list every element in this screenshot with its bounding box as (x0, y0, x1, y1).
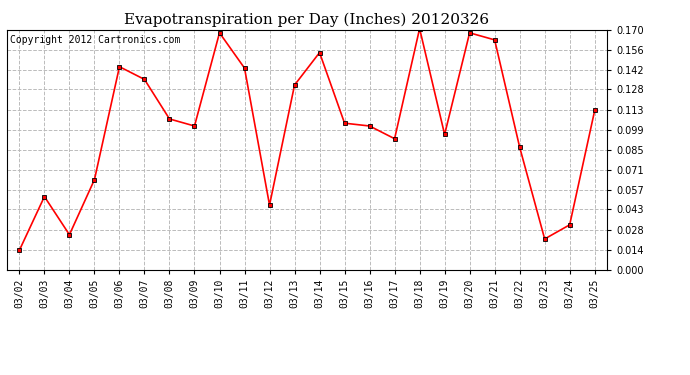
Text: Copyright 2012 Cartronics.com: Copyright 2012 Cartronics.com (10, 35, 180, 45)
Title: Evapotranspiration per Day (Inches) 20120326: Evapotranspiration per Day (Inches) 2012… (124, 13, 490, 27)
